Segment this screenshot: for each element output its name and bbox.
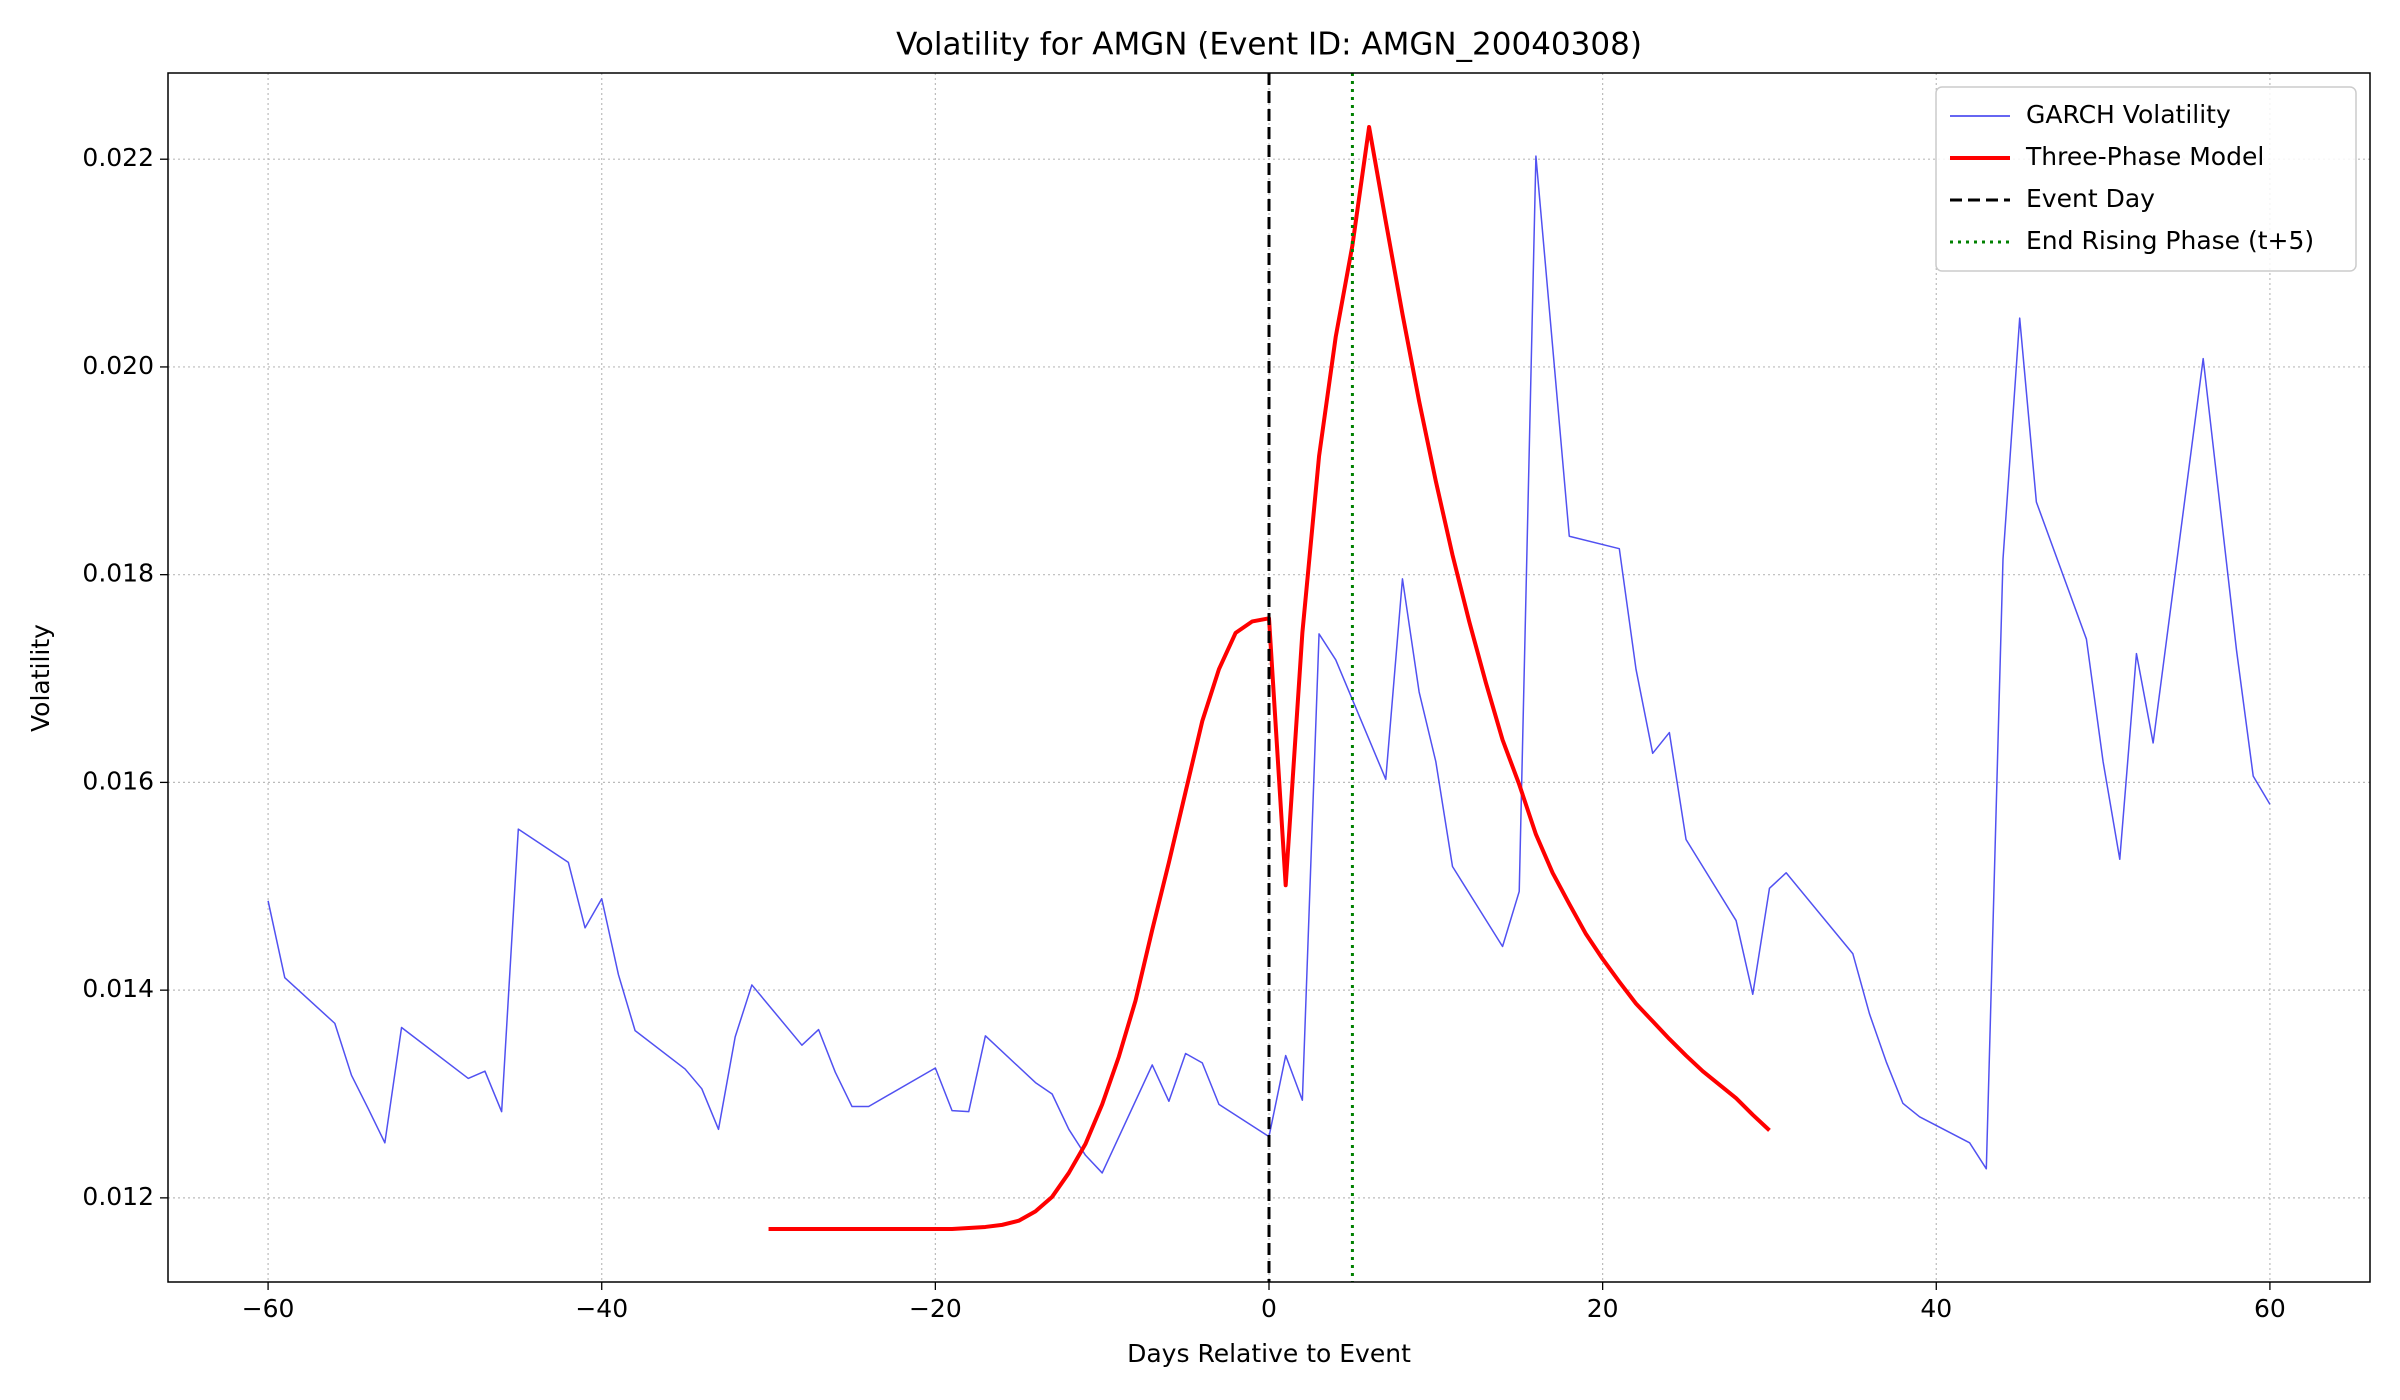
- x-axis-label: Days Relative to Event: [1127, 1339, 1411, 1368]
- y-tick-label: 0.016: [82, 766, 154, 795]
- x-tick-label: −60: [242, 1294, 295, 1323]
- x-tick-label: 0: [1261, 1294, 1277, 1323]
- y-tick-label: 0.014: [82, 974, 154, 1003]
- x-tick-label: 60: [2254, 1294, 2286, 1323]
- data-line: [267, 155, 2271, 1174]
- chart-title: Volatility for AMGN (Event ID: AMGN_2004…: [896, 27, 1642, 63]
- x-tick-label: 20: [1587, 1294, 1619, 1323]
- y-tick-label: 0.012: [82, 1182, 154, 1211]
- y-axis-label: Volatility: [26, 624, 55, 732]
- legend-label: End Rising Phase (t+5): [2026, 226, 2314, 255]
- plot-frame: [167, 72, 2371, 1283]
- x-tick-label: −20: [909, 1294, 962, 1323]
- x-tick-label: 40: [1920, 1294, 1952, 1323]
- legend-label: GARCH Volatility: [2026, 100, 2231, 129]
- y-tick-label: 0.020: [82, 351, 154, 380]
- y-tick-label: 0.022: [82, 143, 154, 172]
- legend-label: Event Day: [2026, 184, 2155, 213]
- y-tick-label: 0.018: [82, 559, 154, 588]
- legend-box: [1935, 86, 2357, 272]
- legend-label: Three-Phase Model: [2025, 142, 2264, 171]
- x-tick-label: −40: [575, 1294, 628, 1323]
